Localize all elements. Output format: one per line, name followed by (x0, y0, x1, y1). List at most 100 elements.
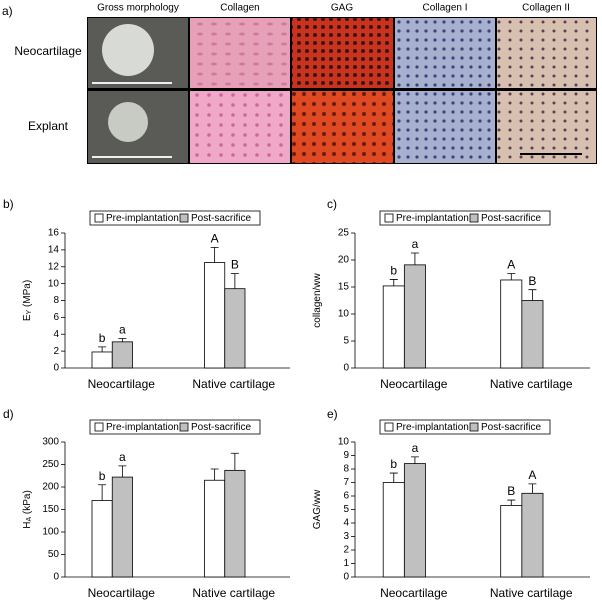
legend-box (379, 210, 551, 226)
legend-label: Pre-implantation (396, 422, 469, 433)
panel-label: e) (327, 407, 338, 421)
legend-swatch (179, 422, 189, 432)
scale-bar (92, 156, 172, 158)
y-tick-label: 1 (343, 558, 349, 569)
bar (111, 341, 133, 369)
panel-label: b) (3, 197, 14, 211)
significance-letter: A (211, 232, 219, 246)
histology-image (497, 18, 596, 88)
row-label: Neocartilage (14, 44, 82, 58)
image-grid (87, 17, 597, 164)
x-tick-label: Native cartilage (490, 586, 573, 600)
y-tick-label: 50 (48, 549, 60, 560)
y-tick-label: 2 (53, 346, 59, 357)
bar (91, 351, 113, 369)
gross-disk (102, 24, 154, 76)
y-tick-label: 3 (343, 531, 349, 542)
significance-letter: B (507, 484, 515, 498)
y-axis-label: EY (MPa) (22, 280, 33, 321)
legend-label: Pre-implantation (106, 422, 179, 433)
error-bar (98, 346, 107, 352)
bar (224, 288, 246, 369)
legend-swatch (94, 422, 104, 432)
column-label: Gross morphology (97, 3, 179, 14)
x-tick-label: Native cartilage (192, 377, 275, 391)
y-tick-label: 5 (343, 504, 349, 515)
error-bar (210, 246, 219, 263)
x-tick-label: Native cartilage (490, 377, 573, 391)
significance-letter: a (412, 237, 419, 251)
panel-label: a) (2, 4, 13, 18)
column-label: Collagen I (422, 3, 467, 14)
legend-label: Pre-implantation (106, 213, 179, 224)
y-tick-label: 9 (343, 450, 349, 461)
significance-letter: a (119, 323, 126, 337)
y-label-part: (MPa) (22, 280, 33, 310)
column-label: GAG (331, 3, 353, 14)
y-tick-label: 150 (42, 504, 59, 515)
x-tick-label: Neocartilage (88, 377, 156, 391)
error-bar (507, 273, 516, 280)
significance-letter: b (99, 469, 106, 483)
y-tick-label: 4 (343, 518, 349, 529)
y-label-part: E (22, 314, 33, 321)
y-tick-label: 6 (343, 491, 349, 502)
error-bar (210, 468, 219, 481)
row-label: Explant (28, 119, 69, 133)
y-label-part: A (26, 517, 33, 522)
column-label: Collagen II (522, 3, 570, 14)
y-label-part: collagen/ww (312, 272, 323, 327)
y-tick-label: 4 (53, 329, 59, 340)
error-bar (118, 465, 127, 478)
legend-swatch (469, 213, 479, 223)
significance-letter: b (390, 457, 397, 471)
y-axis-label: collagen/ww (312, 272, 323, 327)
bar (500, 505, 523, 578)
legend-swatch (179, 213, 189, 223)
y-tick-label: 6 (53, 312, 59, 323)
y-label-part: GAG/ww (312, 489, 323, 529)
significance-letter: B (231, 258, 239, 272)
significance-letter: B (528, 274, 536, 288)
y-tick-label: 250 (42, 459, 59, 470)
y-tick-label: 14 (48, 245, 60, 256)
error-bar (98, 484, 107, 501)
y-tick-label: 0 (53, 572, 59, 583)
scale-bar (92, 82, 172, 84)
y-tick-label: 16 (48, 228, 60, 239)
y-tick-label: 25 (338, 228, 350, 239)
y-label-part: (kPa) (22, 490, 33, 517)
significance-letter: A (507, 258, 515, 272)
legend-label: Post-sacrifice (191, 213, 251, 224)
legend-label: Post-sacrifice (481, 213, 541, 224)
y-tick-label: 8 (53, 295, 59, 306)
legend-box (89, 419, 261, 435)
y-label-part: Y (26, 310, 33, 315)
y-tick-label: 200 (42, 482, 59, 493)
panel-label: c) (327, 197, 337, 211)
bar (521, 492, 544, 578)
bar (204, 479, 226, 578)
histology-image (497, 91, 596, 163)
error-bar (389, 279, 398, 286)
error-bar (118, 338, 127, 342)
bar (91, 500, 113, 578)
legend-box (379, 419, 551, 435)
histology-image (395, 91, 495, 163)
y-tick-label: 20 (338, 255, 350, 266)
bar (224, 469, 246, 578)
bar (500, 279, 523, 369)
error-bar (528, 289, 537, 301)
error-bar (389, 472, 398, 483)
bar (111, 476, 133, 578)
legend-swatch (94, 213, 104, 223)
y-tick-label: 10 (338, 309, 350, 320)
x-tick-label: Neocartilage (88, 586, 156, 600)
error-bar (230, 273, 239, 289)
legend-swatch (469, 422, 479, 432)
y-tick-label: 7 (343, 477, 349, 488)
x-tick-label: Native cartilage (192, 586, 275, 600)
y-tick-label: 8 (343, 464, 349, 475)
legend-label: Post-sacrifice (191, 422, 251, 433)
